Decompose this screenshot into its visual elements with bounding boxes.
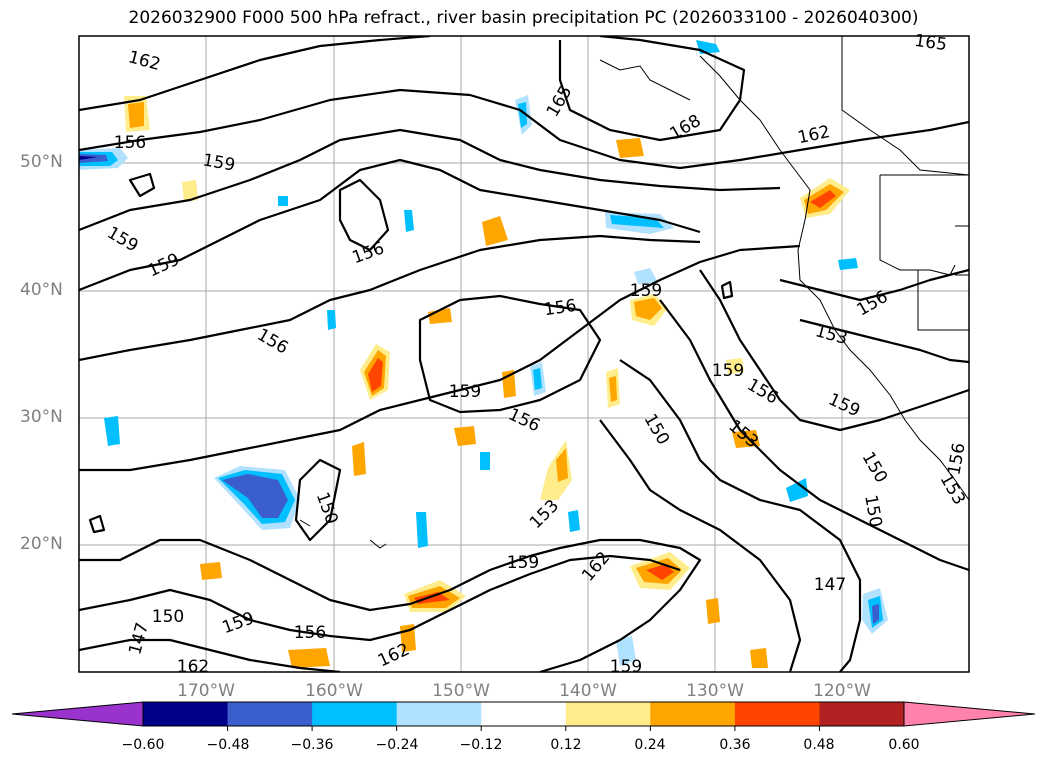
lat-label-30n: 30°N <box>20 407 63 427</box>
colorbar-cell <box>819 702 905 726</box>
colorbar-tick: −0.36 <box>290 737 334 753</box>
contour-label: 162 <box>177 657 209 677</box>
colorbar-cell <box>227 702 313 726</box>
coastlines <box>299 36 969 549</box>
colorbar-tick: −0.60 <box>121 737 165 753</box>
contour-label: 156 <box>114 133 146 153</box>
colorbar-tick: 0.24 <box>634 737 666 753</box>
lon-label-170w: 170°W <box>177 681 235 701</box>
contour-label: 147 <box>814 575 846 595</box>
colorbar-tick: 0.12 <box>550 737 582 753</box>
colorbar-tick: −0.12 <box>459 737 503 753</box>
colorbar-cell <box>396 702 482 726</box>
colorbar-tick: 0.60 <box>888 737 920 753</box>
lon-label-120w: 120°W <box>813 681 871 701</box>
map-frame <box>78 35 970 673</box>
lat-label-40n: 40°N <box>20 280 63 300</box>
lon-label-130w: 130°W <box>686 681 744 701</box>
map-title: 2026032900 F000 500 hPa refract., river … <box>128 8 919 28</box>
colorbar-cell <box>650 702 736 726</box>
lat-label-50n: 50°N <box>20 152 63 172</box>
contour-label: 159 <box>630 281 662 301</box>
contour-label: 165 <box>913 31 948 55</box>
map-plot <box>79 36 969 672</box>
colorbar-frame <box>142 701 905 727</box>
contour-label: 159 <box>712 361 744 381</box>
contour-label: 159 <box>507 553 539 573</box>
contour-label: 159 <box>449 382 481 402</box>
negative-pc-shading <box>79 40 888 666</box>
lon-label-160w: 160°W <box>305 681 363 701</box>
contour-label: 156 <box>543 296 578 320</box>
lon-label-150w: 150°W <box>432 681 490 701</box>
lon-label-140w: 140°W <box>559 681 617 701</box>
colorbar-tick: −0.48 <box>206 737 250 753</box>
colorbar-high-extend <box>903 701 1036 727</box>
colorbar-cell <box>734 702 820 726</box>
colorbar-tick: −0.24 <box>375 737 419 753</box>
contour-label: 159 <box>610 657 642 677</box>
contour-label: 156 <box>294 623 326 643</box>
colorbar-tick: 0.48 <box>803 737 835 753</box>
height-contours <box>79 36 969 672</box>
colorbar-tick: 0.36 <box>719 737 751 753</box>
contour-label: 150 <box>152 607 184 627</box>
colorbar-cell <box>565 702 651 726</box>
colorbar-cell <box>481 702 567 726</box>
positive-pc-shading <box>124 96 850 668</box>
colorbar-cell <box>312 702 398 726</box>
colorbar-low-extend <box>11 701 144 727</box>
colorbar <box>11 701 1036 731</box>
lat-label-20n: 20°N <box>20 534 63 554</box>
colorbar-cells <box>143 702 905 731</box>
colorbar-cell <box>143 702 229 726</box>
